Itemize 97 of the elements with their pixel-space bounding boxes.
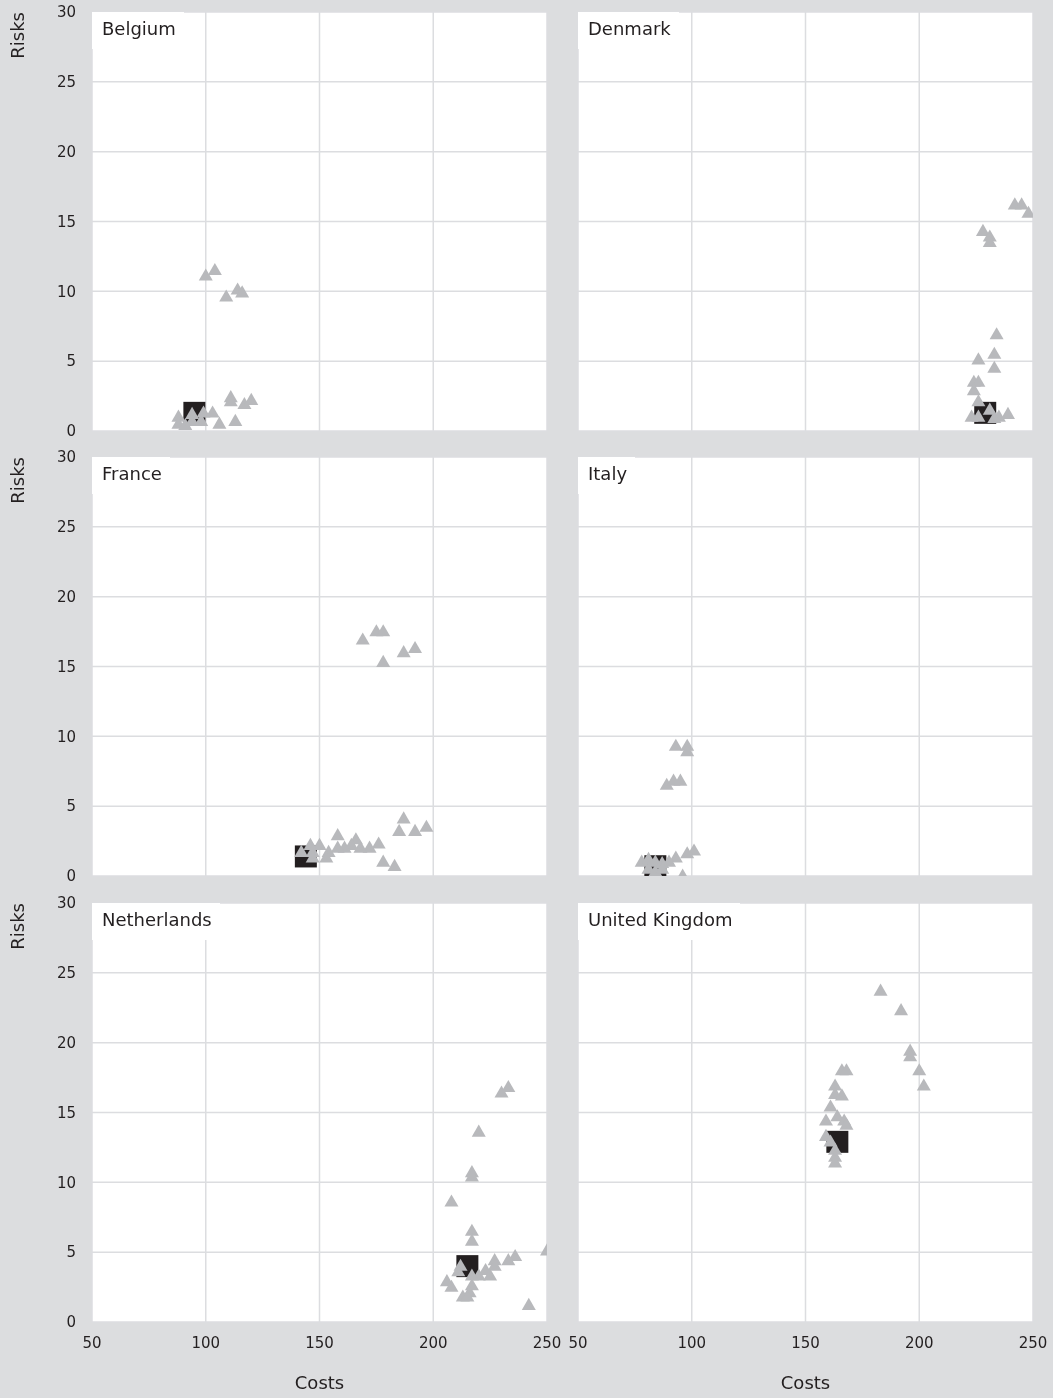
point (501, 1079, 516, 1093)
point (873, 983, 888, 996)
point (483, 1268, 498, 1281)
y-tick-label: 25 (56, 964, 76, 983)
y-tick-label: 5 (66, 1243, 76, 1262)
point (219, 289, 234, 302)
point (235, 285, 250, 298)
point (971, 352, 986, 365)
point (212, 416, 227, 429)
point (471, 1124, 486, 1137)
point (894, 1003, 909, 1016)
y-tick-label: 15 (56, 212, 76, 231)
point (371, 836, 386, 849)
point (834, 1088, 849, 1101)
y-tick-label: 0 (66, 867, 76, 886)
x-tick-label: 50 (568, 1333, 588, 1352)
y-tick-label: 25 (56, 518, 76, 537)
point (376, 624, 391, 637)
y-tick-label: 20 (56, 1033, 76, 1052)
point (376, 854, 391, 867)
point (823, 1099, 838, 1112)
point (916, 1078, 931, 1091)
y-tick-label: 0 (66, 422, 76, 441)
point (387, 858, 402, 871)
y-tick-label: 10 (56, 1173, 76, 1192)
point (244, 392, 259, 405)
point (444, 1279, 459, 1292)
point (444, 1194, 459, 1207)
point (330, 840, 345, 853)
point (975, 223, 990, 236)
x-tick-label: 150 (305, 1333, 334, 1352)
point (987, 410, 1002, 424)
point (396, 811, 411, 824)
x-tick-label: 200 (418, 1333, 448, 1352)
y-tick-label: 20 (56, 142, 76, 161)
chart-title: Italy (578, 457, 636, 494)
x-axis-title: Costs (780, 1372, 831, 1394)
y-tick-label: 15 (56, 1103, 76, 1122)
y-tick-label: 30 (56, 448, 76, 467)
x-tick-label: 200 (904, 1333, 934, 1352)
point (355, 632, 370, 645)
chart-title: Denmark (578, 12, 679, 49)
chart-title: Netherlands (92, 903, 220, 940)
point (330, 828, 345, 841)
y-tick-label: 10 (56, 282, 76, 301)
point (839, 1117, 854, 1130)
point (376, 654, 391, 667)
point (464, 1233, 479, 1246)
point (989, 327, 1004, 340)
x-tick-label: 150 (791, 1333, 820, 1352)
point (392, 823, 407, 836)
point (501, 1253, 516, 1266)
point (680, 846, 695, 859)
y-axis-title: Risks (7, 903, 28, 950)
x-tick-label: 100 (677, 1333, 707, 1352)
point (987, 346, 1002, 359)
point (207, 262, 222, 276)
x-tick-label: 250 (532, 1333, 562, 1352)
point (971, 394, 986, 407)
chart-title: France (92, 457, 170, 494)
point (408, 823, 423, 836)
y-tick-label: 5 (66, 797, 76, 816)
x-axis-title: Costs (294, 1372, 345, 1394)
point (521, 1297, 536, 1310)
point (818, 1113, 833, 1126)
point (673, 773, 688, 786)
y-axis-title: Risks (7, 457, 28, 504)
y-tick-label: 25 (56, 73, 76, 92)
y-tick-label: 20 (56, 587, 76, 606)
point (987, 360, 1002, 373)
point (460, 1289, 475, 1302)
point (839, 1063, 854, 1076)
y-axis-title: Risks (7, 12, 28, 59)
point (198, 268, 213, 281)
y-tick-label: 10 (56, 727, 76, 746)
point (1014, 197, 1029, 210)
point (205, 405, 220, 418)
point (912, 1063, 927, 1076)
chart-title: United Kingdom (578, 903, 741, 940)
point (494, 1085, 509, 1098)
point (396, 645, 411, 658)
x-tick-label: 250 (1018, 1333, 1048, 1352)
y-tick-label: 30 (56, 894, 76, 913)
y-tick-label: 30 (56, 3, 76, 22)
y-tick-label: 0 (66, 1313, 76, 1332)
y-tick-label: 5 (66, 352, 76, 371)
point (419, 819, 434, 832)
point (228, 413, 243, 426)
y-tick-label: 15 (56, 657, 76, 676)
point (668, 738, 683, 751)
x-tick-label: 50 (82, 1333, 102, 1352)
point (408, 640, 423, 653)
x-tick-label: 100 (191, 1333, 221, 1352)
chart-title: Belgium (92, 12, 184, 49)
point (464, 1268, 479, 1281)
point (464, 1223, 479, 1236)
point (1000, 406, 1015, 419)
